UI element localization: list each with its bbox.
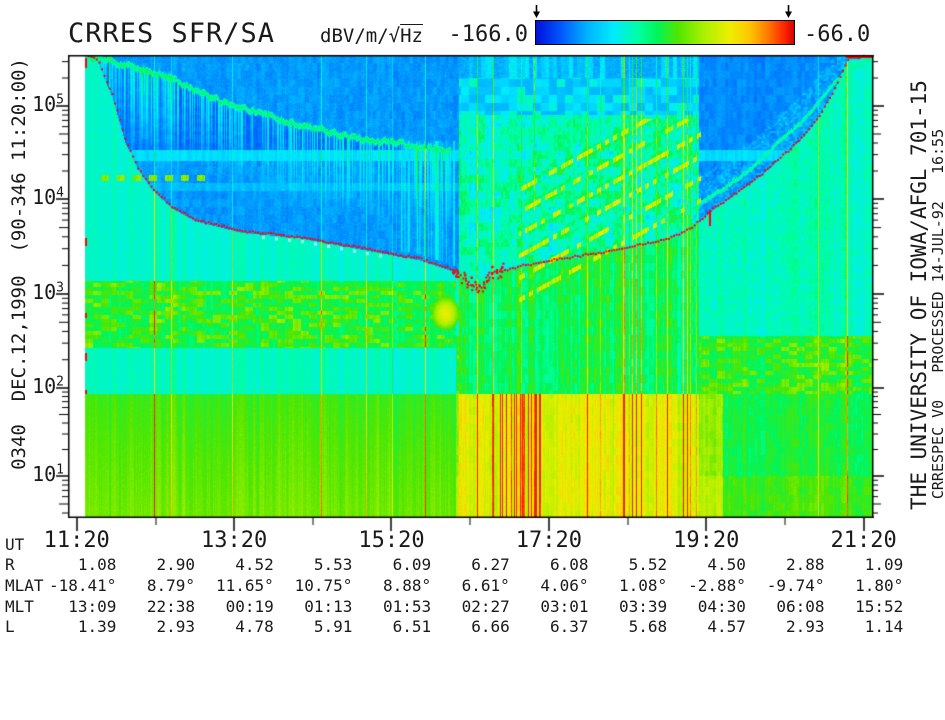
- ephemeris-value: 02:27: [461, 597, 510, 616]
- ephemeris-value: 2.93: [786, 617, 825, 636]
- ut-tick-label: 19:20: [673, 528, 740, 553]
- orbit-date-caption: 0340 DEC.12,1990 (90-346 11:20:00): [8, 58, 30, 470]
- ephemeris-value: 22:38: [146, 597, 196, 616]
- ephemeris-value: -2.88°: [688, 576, 746, 595]
- colorbar-gradient: [535, 20, 795, 45]
- ephemeris-value: 6.37: [549, 617, 589, 636]
- ephemeris-row-label-r: R: [5, 555, 15, 574]
- ephemeris-value: 5.52: [628, 555, 668, 574]
- ephemeris-value: 03:39: [619, 597, 668, 616]
- ephemeris-value: 4.52: [235, 555, 274, 574]
- ut-tick-label: 15:20: [358, 528, 425, 553]
- ephemeris-value: 4.57: [707, 617, 746, 636]
- colorbar-max-label: -66.0: [804, 22, 871, 47]
- ephemeris-value: 01:13: [304, 597, 353, 616]
- ephemeris-value: 6.09: [392, 555, 432, 574]
- ephemeris-value: -18.41°: [48, 576, 117, 595]
- ephemeris-value: 03:01: [540, 597, 589, 616]
- ephemeris-value: 6.27: [471, 555, 510, 574]
- ephemeris-values-mlt: 13:09 22:38 00:19 01:13 01:53 02:27 03:01 03:39…: [38, 597, 904, 616]
- ephemeris-value: 2.88: [786, 555, 825, 574]
- ut-tick-label: 11:20: [43, 528, 110, 553]
- ephemeris-value: 8.79°: [146, 576, 196, 595]
- y-axis-tick-label: 102: [32, 374, 64, 398]
- ephemeris-value: 10.75°: [294, 576, 353, 595]
- ephemeris-value: 2.90: [156, 555, 196, 574]
- ephemeris-value: 2.93: [156, 617, 196, 636]
- ephemeris-value: 1.80°: [855, 576, 904, 595]
- ephemeris-row-label-mlat: MLAT: [5, 576, 44, 595]
- plot-title: CRRES SFR/SA: [68, 18, 276, 49]
- ephemeris-value: 5.68: [628, 617, 668, 636]
- ephemeris-value: 1.08: [77, 555, 117, 574]
- colorbar-unit-prefix: dBV/m/√: [320, 25, 401, 47]
- y-axis-tick-label: 103: [32, 280, 64, 304]
- ephemeris-value: 15:52: [855, 597, 904, 616]
- ephemeris-value: 4.50: [707, 555, 746, 574]
- ephemeris-values-mlat: -18.41° 8.79° 11.65° 10.75° 8.88° 6.61° 4.06° 1…: [38, 576, 904, 595]
- colorbar-range-left-marker-icon: [533, 5, 540, 18]
- ut-tick-label: 13:20: [200, 528, 268, 553]
- ephemeris-value: 06:08: [776, 597, 825, 616]
- institution-caption: THE UNIVERSITY OF IOWA/AFGL 701-15: [907, 80, 931, 510]
- x-axis-ut-labels: 11:20 13:20 15:20 17:20 19:20 21:20: [0, 528, 942, 553]
- ephemeris-value: 5.91: [313, 617, 353, 636]
- ephemeris-value: 6.51: [392, 617, 432, 636]
- ephemeris-value: 4.06°: [540, 576, 589, 595]
- ephemeris-value: 1.08°: [619, 576, 668, 595]
- ephemeris-value: 1.09: [864, 555, 904, 574]
- x-axis-unit-label: UT: [5, 535, 25, 554]
- ephemeris-row-label-mlt: MLT: [5, 597, 34, 616]
- processing-caption: CRRESPEC V0 PROCESSED 14-JUL-92 16:55: [929, 128, 945, 500]
- ephemeris-value: 1.39: [77, 617, 117, 636]
- ut-tick-label: 21:20: [830, 528, 897, 553]
- ephemeris-value: 6.08: [549, 555, 589, 574]
- ephemeris-value: 6.66: [471, 617, 510, 636]
- y-axis-tick-label: 105: [32, 92, 64, 116]
- ephemeris-value: 5.53: [313, 555, 353, 574]
- ephemeris-value: 04:30: [697, 597, 746, 616]
- ephemeris-value: 01:53: [382, 597, 432, 616]
- ephemeris-value: 11.65°: [215, 576, 274, 595]
- ephemeris-row-label-l: L: [5, 617, 15, 636]
- ephemeris-values-l: 1.39 2.93 4.78 5.91 6.51 6.66 6.37 5.68 4.57 2.93…: [38, 617, 904, 636]
- y-axis-tick-label: 104: [32, 185, 64, 209]
- colorbar-unit-label: dBV/m/√Hz: [320, 25, 423, 47]
- ephemeris-value: 4.78: [235, 617, 274, 636]
- ephemeris-value: 6.61°: [461, 576, 510, 595]
- ephemeris-values-r: 1.08 2.90 4.52 5.53 6.09 6.27 6.08 5.52 4.50 2.88…: [38, 555, 904, 574]
- y-axis-tick-label: 101: [32, 462, 64, 486]
- ephemeris-value: 8.88°: [382, 576, 432, 595]
- ephemeris-value: 00:19: [225, 597, 274, 616]
- ut-tick-label: 17:20: [515, 528, 582, 553]
- colorbar-min-label: -166.0: [448, 22, 528, 47]
- ephemeris-value: -9.74°: [766, 576, 825, 595]
- ephemeris-value: 1.14: [864, 617, 904, 636]
- colorbar-range-right-marker-icon: [785, 5, 792, 18]
- ephemeris-value: 13:09: [68, 597, 117, 616]
- colorbar-unit-sqrt-hz: Hz: [400, 25, 423, 47]
